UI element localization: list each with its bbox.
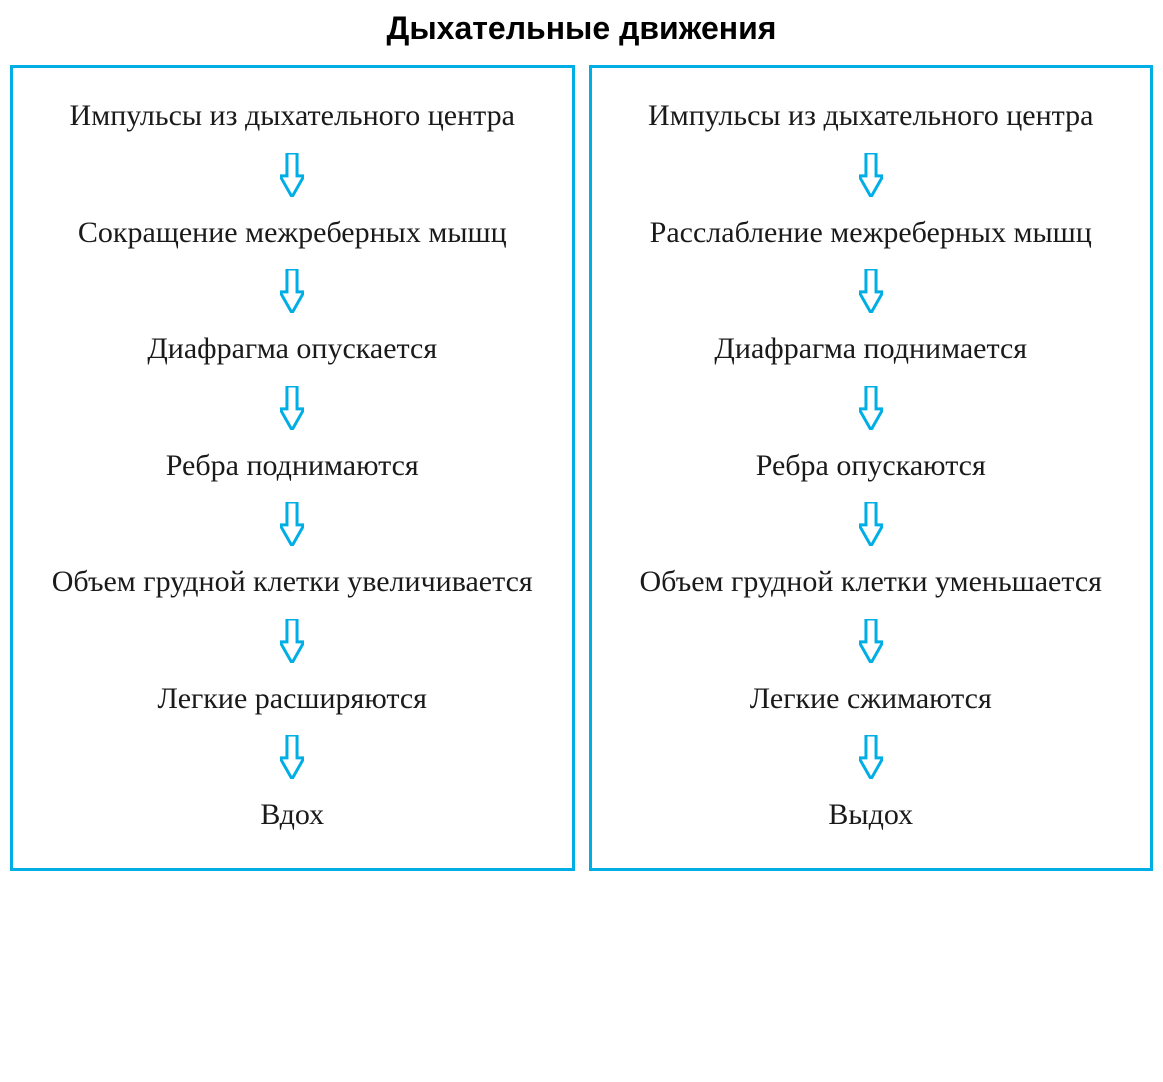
step-text: Ребра опускаются [756, 446, 986, 487]
step-text: Диафрагма поднимается [714, 329, 1027, 370]
step-text: Вдох [260, 795, 324, 836]
step-text: Легкие расширяются [158, 679, 427, 720]
down-arrow-icon [280, 386, 304, 430]
column-right: Импульсы из дыхательного центра Расслабл… [589, 65, 1154, 871]
step-text: Импульсы из дыхательного центра [648, 96, 1093, 137]
step-text: Расслабление межреберных мышц [650, 213, 1092, 254]
step-text: Диафрагма опускается [147, 329, 437, 370]
step-text: Сокращение межреберных мышц [78, 213, 507, 254]
step-text: Ребра поднимаются [166, 446, 419, 487]
down-arrow-icon [859, 735, 883, 779]
step-text: Легкие сжимаются [750, 679, 992, 720]
down-arrow-icon [859, 386, 883, 430]
step-text: Импульсы из дыхательного центра [70, 96, 515, 137]
step-text: Объем грудной клетки увеличивается [52, 562, 533, 603]
down-arrow-icon [859, 153, 883, 197]
down-arrow-icon [280, 502, 304, 546]
step-text: Объем грудной клетки уменьшается [640, 562, 1102, 603]
down-arrow-icon [280, 619, 304, 663]
down-arrow-icon [859, 269, 883, 313]
columns-container: Импульсы из дыхательного центра Сокращен… [10, 65, 1153, 871]
column-left: Импульсы из дыхательного центра Сокращен… [10, 65, 575, 871]
down-arrow-icon [280, 269, 304, 313]
down-arrow-icon [859, 502, 883, 546]
down-arrow-icon [859, 619, 883, 663]
down-arrow-icon [280, 735, 304, 779]
down-arrow-icon [280, 153, 304, 197]
step-text: Выдох [828, 795, 913, 836]
diagram-title: Дыхательные движения [10, 10, 1153, 47]
